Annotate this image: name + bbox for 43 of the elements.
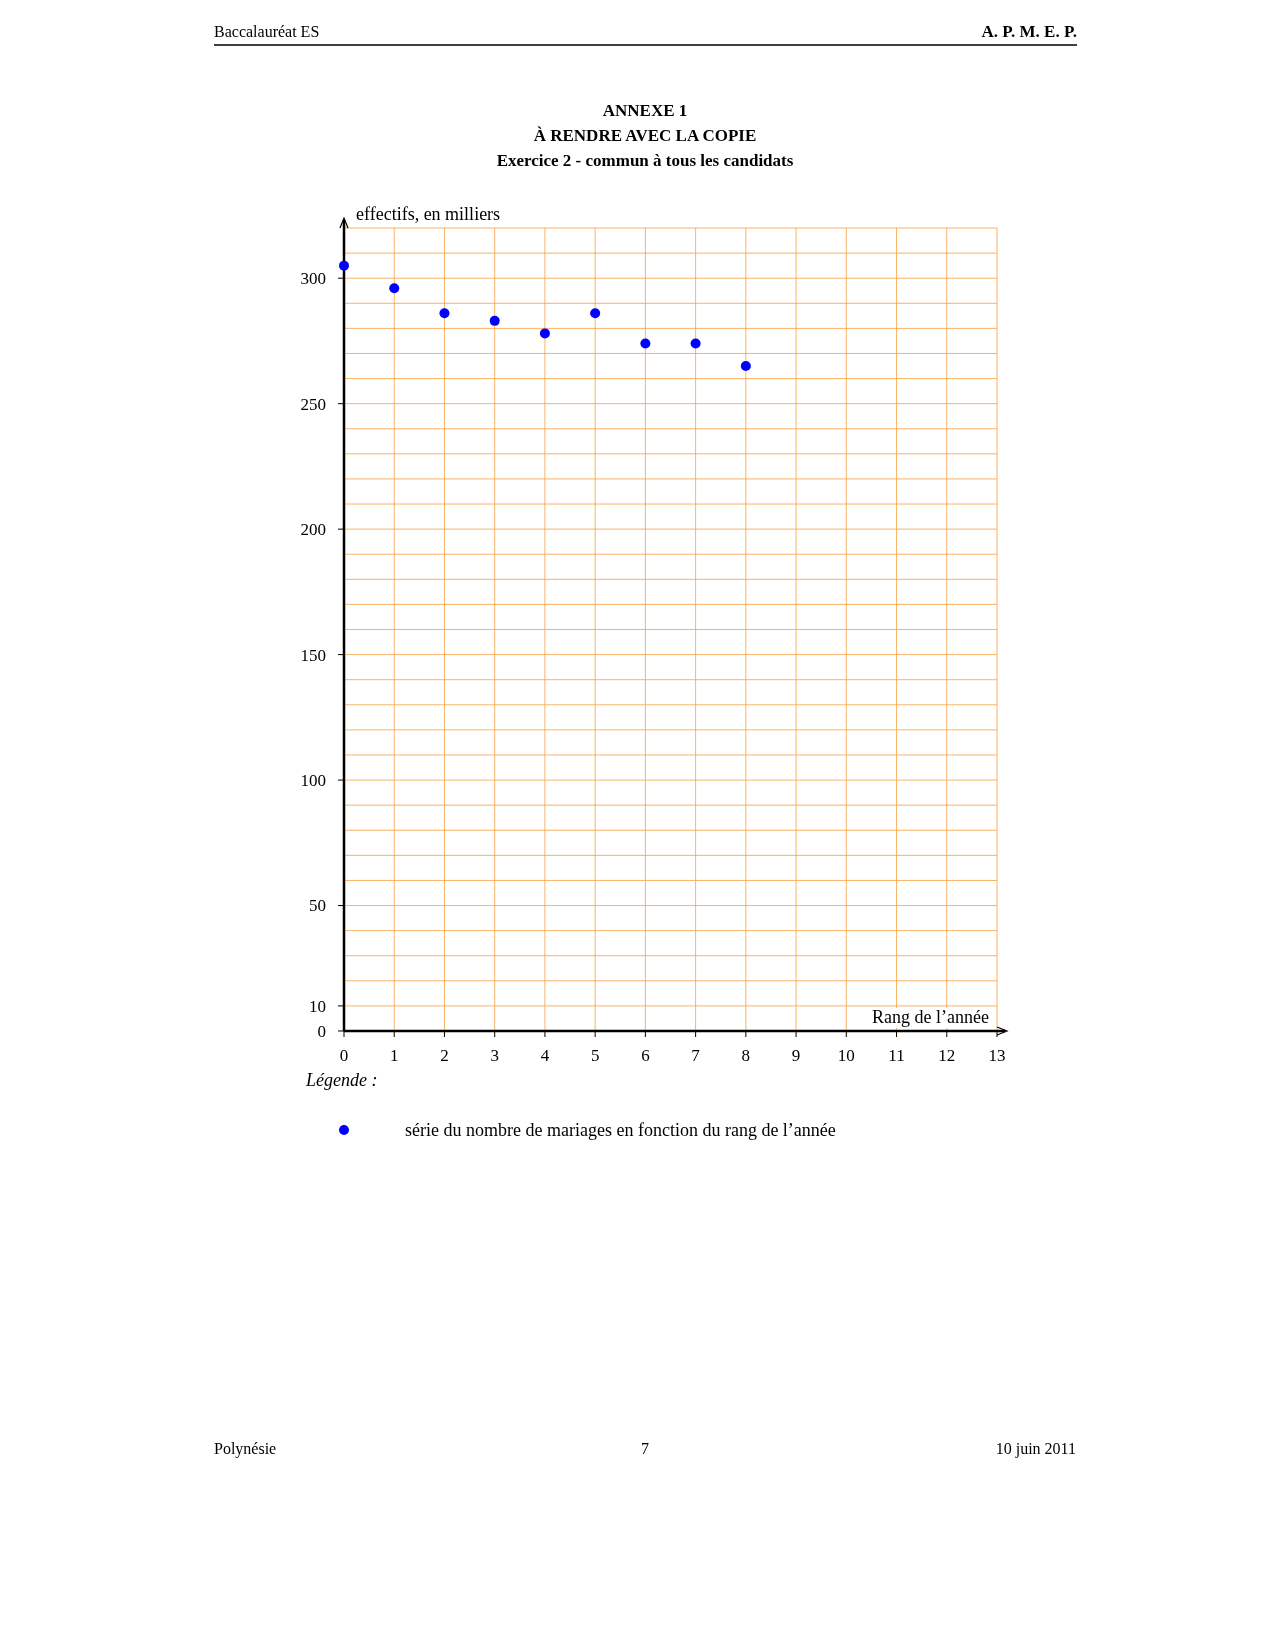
x-tick-label: 12 — [938, 1046, 956, 1065]
x-axis-title: Rang de l’année — [872, 1007, 989, 1027]
point — [389, 283, 400, 294]
y-tick-label: 0 — [317, 1021, 326, 1041]
y-tick-label: 10 — [309, 996, 326, 1016]
y-tick-label: 200 — [300, 520, 326, 540]
y-axis-title: effectifs, en milliers — [356, 204, 501, 224]
x-tick-label: 13 — [988, 1046, 1006, 1065]
point — [690, 338, 701, 349]
x-tick-label: 3 — [490, 1046, 499, 1065]
point — [640, 338, 651, 349]
x-tick-label: 2 — [440, 1046, 449, 1065]
x-tick-label: 4 — [540, 1046, 550, 1065]
x-tick-label: 1 — [389, 1046, 399, 1065]
chart-subtitle: À RENDRE AVEC LA COPIE — [533, 126, 757, 145]
x-tick-label: 9 — [791, 1046, 801, 1065]
text: Exercice 2 - commun à tous les candidats — [496, 151, 794, 170]
text: A. P. M. E. P. — [981, 22, 1077, 41]
text: Baccalauréat ES — [214, 23, 320, 40]
text: Polynésie — [214, 1440, 277, 1458]
chart-title: ANNEXE 1 — [602, 101, 688, 120]
x-tick-label: 6 — [641, 1046, 650, 1065]
y-tick-label: 250 — [300, 394, 326, 414]
x-tick-label: 8 — [741, 1046, 751, 1065]
x-tick-label: 10 — [837, 1046, 855, 1065]
point — [539, 328, 550, 339]
point — [489, 315, 500, 326]
text: série du nombre de mariages en fonction du rang de l’année — [405, 1120, 836, 1141]
point — [590, 308, 601, 319]
point — [439, 308, 450, 319]
x-tick-label: 5 — [590, 1046, 600, 1065]
x-tick-label: 7 — [691, 1046, 701, 1065]
x-tick-label: 11 — [888, 1046, 905, 1065]
y-tick-label: 50 — [309, 896, 326, 916]
point — [740, 361, 751, 372]
text: 10 juin 2011 — [995, 1440, 1076, 1458]
point — [339, 260, 349, 271]
text: 7 — [641, 1440, 649, 1457]
y-tick-label: 150 — [300, 645, 326, 665]
text: Légende : — [305, 1070, 378, 1090]
y-tick-label: 300 — [300, 269, 326, 289]
x-tick-label: 0 — [339, 1046, 349, 1065]
y-tick-label: 100 — [300, 771, 326, 791]
